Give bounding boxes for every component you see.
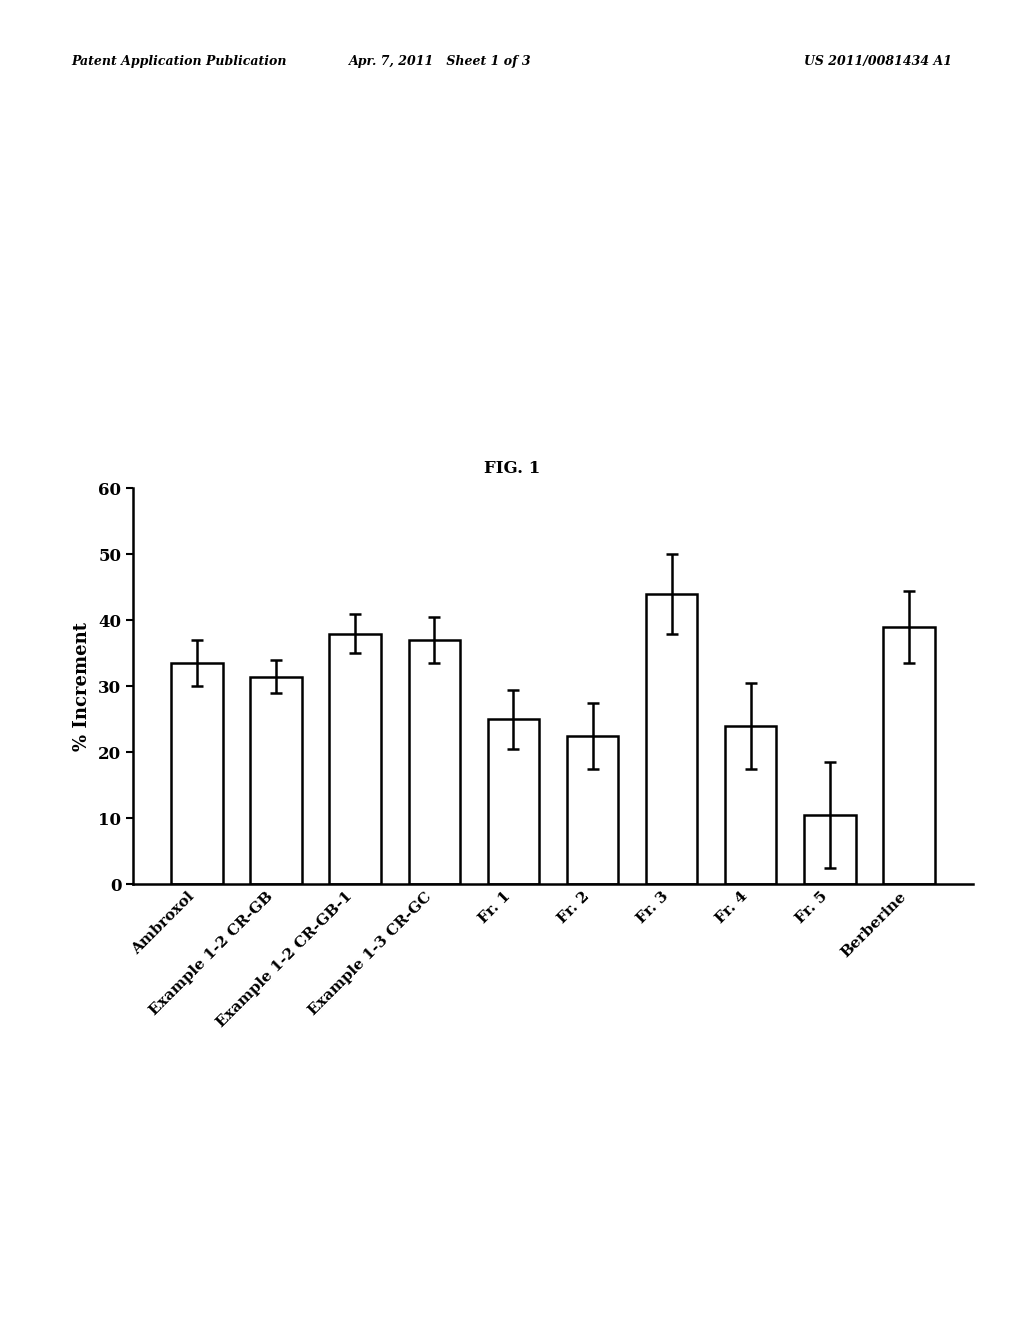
Text: Apr. 7, 2011   Sheet 1 of 3: Apr. 7, 2011 Sheet 1 of 3 — [349, 55, 531, 69]
Bar — [171, 663, 222, 884]
Text: FIG. 1: FIG. 1 — [484, 461, 540, 477]
Bar — [646, 594, 697, 884]
Bar — [487, 719, 539, 884]
Bar — [330, 634, 381, 884]
Bar — [409, 640, 460, 884]
Text: Patent Application Publication: Patent Application Publication — [72, 55, 287, 69]
Y-axis label: % Increment: % Increment — [74, 622, 91, 751]
Text: US 2011/0081434 A1: US 2011/0081434 A1 — [804, 55, 952, 69]
Bar — [251, 676, 302, 884]
Bar — [804, 814, 855, 884]
Bar — [725, 726, 776, 884]
Bar — [884, 627, 935, 884]
Bar — [567, 737, 618, 884]
